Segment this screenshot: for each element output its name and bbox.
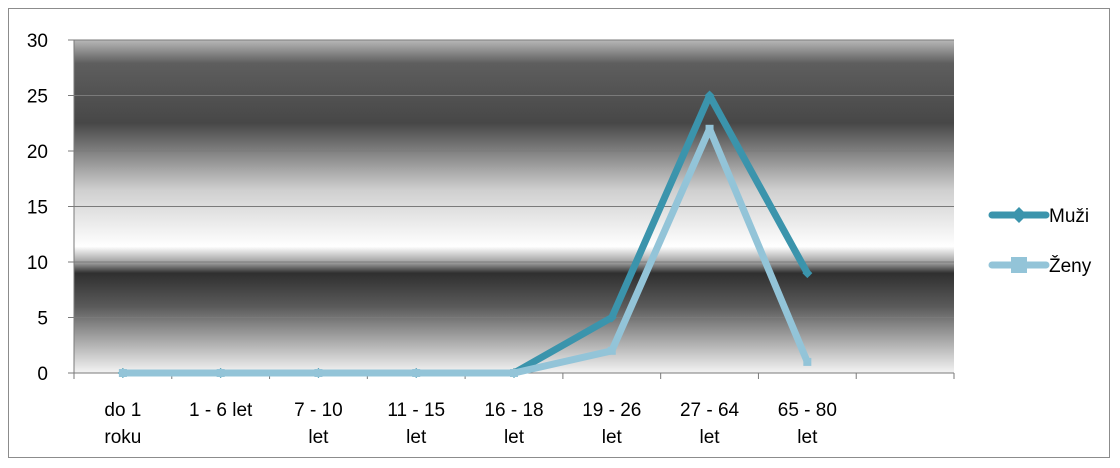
y-tick-label: 5 bbox=[37, 309, 48, 330]
legend-marker bbox=[1011, 257, 1027, 273]
gridlines bbox=[74, 39, 954, 318]
x-tick-label: let bbox=[308, 427, 329, 448]
y-tick-label: 10 bbox=[27, 253, 48, 274]
x-axis-ticks: do 1 roku 1 - 6 let 7 - 10 let 11 - 15 let 16 -… bbox=[73, 373, 955, 448]
y-tick-label: 25 bbox=[27, 87, 48, 108]
x-tick-label: let bbox=[504, 427, 525, 448]
data-point bbox=[704, 90, 715, 101]
y-tick-label: 0 bbox=[37, 364, 48, 385]
data-point bbox=[802, 268, 813, 279]
x-tick-label: let bbox=[797, 427, 818, 448]
data-point bbox=[705, 124, 714, 133]
data-point bbox=[803, 357, 812, 366]
x-tick-label: let bbox=[406, 427, 427, 448]
x-tick-label: 1 - 6 let bbox=[189, 400, 253, 421]
x-tick-label: 65 - 80 bbox=[778, 400, 837, 421]
y-axis-ticks: 0 5 10 15 20 25 30 bbox=[27, 31, 74, 385]
legend-label: Muži bbox=[1049, 206, 1089, 227]
series-lines bbox=[117, 90, 813, 378]
series-line-2 bbox=[119, 125, 811, 377]
legend-marker bbox=[1011, 207, 1027, 223]
y-tick-label: 15 bbox=[27, 198, 48, 219]
data-point bbox=[314, 369, 323, 377]
x-tick-label: let bbox=[602, 427, 623, 448]
data-point bbox=[216, 369, 225, 377]
legend: Muži Ženy bbox=[988, 206, 1092, 277]
data-point bbox=[510, 369, 518, 377]
x-tick-label: 19 - 26 bbox=[582, 400, 641, 421]
data-point bbox=[606, 312, 617, 323]
x-tick-label: 7 - 10 bbox=[294, 400, 343, 421]
data-point bbox=[607, 346, 616, 355]
x-tick-label: let bbox=[700, 427, 721, 448]
data-point bbox=[118, 369, 127, 377]
x-tick-label: 16 - 18 bbox=[484, 400, 543, 421]
x-tick-label: do 1 bbox=[104, 400, 141, 421]
data-point bbox=[412, 369, 421, 377]
x-tick-label: roku bbox=[104, 427, 141, 448]
x-tick-label: 27 - 64 bbox=[680, 400, 740, 421]
legend-label: Ženy bbox=[1049, 255, 1092, 277]
y-tick-label: 30 bbox=[27, 31, 48, 52]
y-tick-label: 20 bbox=[27, 142, 48, 163]
x-tick-label: 11 - 15 bbox=[387, 400, 445, 421]
